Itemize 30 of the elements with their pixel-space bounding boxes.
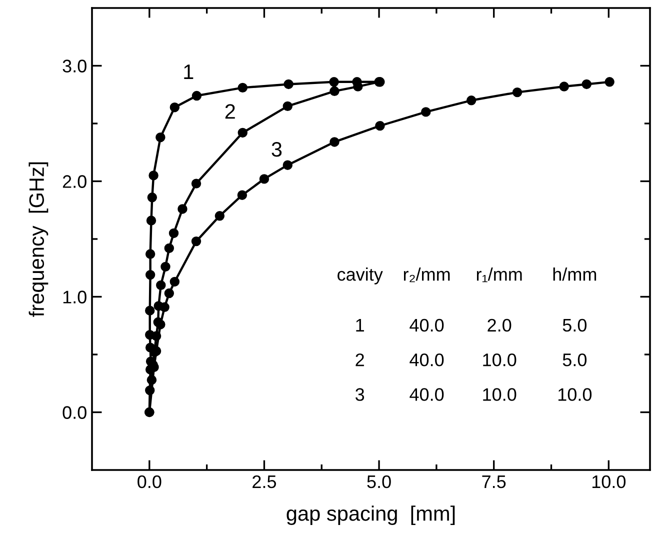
annotation: r₂/mm: [404, 268, 450, 282]
annotation: 40.0: [410, 353, 444, 366]
annotation: 2: [356, 353, 364, 366]
x-tick-label: 5.0: [367, 475, 391, 488]
annotation: h/mm: [553, 268, 596, 281]
series-label: 2: [225, 104, 235, 119]
annotation: 10.0: [558, 388, 592, 401]
annotation: 5.0: [562, 353, 587, 366]
x-tick-label: 2.5: [252, 475, 276, 488]
annotation: 10.0: [483, 388, 516, 401]
y-tick-label: 2.0: [62, 175, 86, 188]
annotation: 5.0: [562, 318, 587, 332]
y-tick-label: 3.0: [62, 60, 86, 72]
series-label: 1: [184, 64, 194, 79]
annotation: cavity: [338, 268, 383, 284]
annotation: 3: [356, 388, 364, 401]
annotation: 40.0: [410, 388, 444, 401]
y-tick-label: 0.0: [62, 406, 86, 419]
annotation: r₁/mm: [476, 268, 522, 282]
annotation: 10.0: [483, 353, 516, 366]
annotation: 2.0: [488, 318, 512, 332]
x-tick-label: 7.5: [482, 476, 506, 488]
x-tick-label: 0.0: [138, 475, 162, 488]
x-axis-title: gap spacing [mm]: [286, 506, 455, 525]
y-tick-label: 1.0: [63, 290, 86, 304]
y-axis-title: frequency [GHz]: [28, 162, 48, 317]
annotation: 40.0: [410, 318, 444, 332]
series-label: 3: [272, 142, 282, 157]
x-tick-label: 10.0: [592, 475, 626, 488]
annotation: 1: [356, 319, 364, 332]
